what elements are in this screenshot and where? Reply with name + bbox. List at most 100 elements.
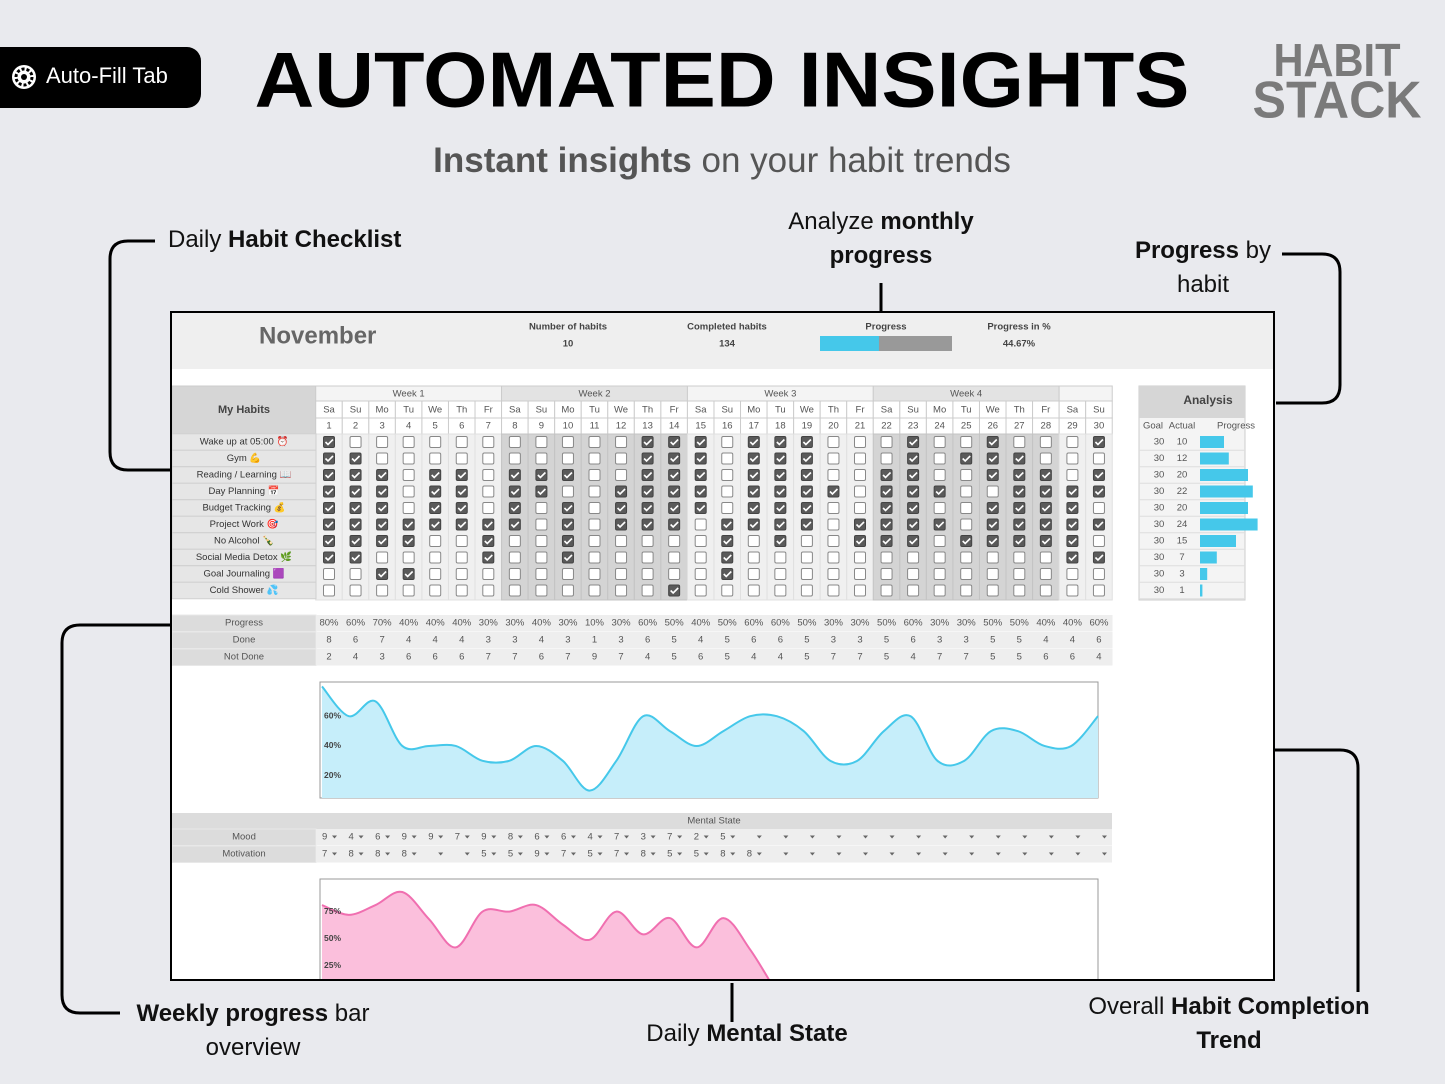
checkbox	[774, 535, 787, 547]
summary-value: 40%	[691, 618, 711, 629]
checkbox	[907, 469, 920, 481]
mental-value: 2	[694, 832, 699, 843]
checkmark	[324, 488, 334, 496]
dropdown-arrow	[969, 835, 975, 839]
summary-value: 50%	[665, 618, 685, 629]
checkbox	[508, 584, 521, 597]
summary-value: 7	[857, 652, 862, 663]
checkbox	[402, 469, 415, 481]
stat-value: 10	[563, 339, 574, 350]
checkbox	[1013, 551, 1026, 564]
checkmark	[882, 504, 892, 512]
checkmark	[563, 521, 573, 529]
date: 28	[1041, 421, 1052, 432]
checkmark	[749, 471, 759, 479]
checkbox	[1039, 518, 1052, 531]
dropdown-arrow	[1075, 835, 1081, 839]
checkbox	[482, 436, 495, 448]
checkbox	[349, 469, 362, 481]
summary-value: 7	[618, 652, 623, 663]
checkmark	[776, 488, 785, 496]
checkbox	[880, 436, 893, 448]
checkmark	[670, 455, 679, 463]
checkbox	[933, 485, 946, 498]
checkmark	[484, 537, 493, 545]
checkbox	[880, 502, 893, 514]
checkmark	[882, 537, 892, 545]
dropdown-arrow	[809, 852, 815, 856]
date: 26	[987, 421, 998, 432]
checkbox	[747, 551, 760, 564]
checkbox	[986, 469, 999, 481]
checkbox	[1092, 568, 1105, 580]
summary-value: 4	[1070, 635, 1075, 646]
checkbox	[774, 469, 787, 481]
checkbox	[668, 584, 681, 597]
checkbox	[402, 485, 415, 498]
checkbox	[535, 568, 548, 580]
mental-value: 5	[667, 849, 672, 860]
date: 12	[616, 421, 627, 432]
checkbox	[986, 584, 999, 597]
checkbox	[588, 518, 601, 531]
habit-name: Goal Journaling 🟪	[203, 568, 284, 580]
checkmark	[723, 554, 732, 562]
checkmark	[324, 455, 334, 463]
summary-value: 6	[433, 652, 438, 663]
mental-value: 6	[375, 832, 380, 843]
day-name: Sa	[1067, 405, 1079, 416]
mental-value: 6	[561, 832, 566, 843]
checkbox	[376, 551, 389, 564]
checkbox	[774, 551, 787, 564]
checkmark	[855, 521, 865, 529]
dropdown-arrow	[624, 852, 630, 856]
summary-label: Not Done	[224, 652, 264, 663]
checkbox	[747, 518, 760, 531]
checkbox	[986, 485, 999, 498]
checkbox	[535, 518, 548, 531]
checkbox	[429, 452, 442, 465]
checkbox	[482, 469, 495, 481]
dropdown-arrow	[491, 852, 497, 856]
stat-label: Completed habits	[687, 322, 767, 333]
checkbox	[349, 502, 362, 514]
checkbox	[402, 518, 415, 531]
dropdown-arrow	[677, 835, 683, 839]
checkbox	[588, 436, 601, 448]
checkmark	[563, 537, 573, 545]
checkbox	[933, 568, 946, 580]
checkbox	[694, 584, 707, 597]
actual: 7	[1179, 552, 1184, 563]
checkbox	[561, 436, 574, 448]
dropdown-arrow	[1048, 835, 1054, 839]
day-name: Fr	[856, 405, 865, 416]
dropdown-arrow	[677, 852, 683, 856]
checkbox	[376, 502, 389, 514]
date: 9	[539, 421, 544, 432]
checkbox	[535, 485, 548, 498]
checkbox	[986, 502, 999, 514]
checkbox	[349, 568, 362, 580]
checkbox	[827, 584, 840, 597]
title: AUTOMATED INSIGHTS	[255, 36, 1190, 124]
checkbox	[402, 535, 415, 547]
checkbox	[429, 535, 442, 547]
summary-value: 40%	[1063, 618, 1083, 629]
summary-value: 8	[326, 635, 331, 646]
habit-name: No Alcohol 🍾	[214, 535, 274, 547]
date: 25	[961, 421, 972, 432]
checkbox	[880, 584, 893, 597]
callout: habit	[1177, 271, 1229, 298]
habit-progress-bar	[1200, 518, 1258, 531]
checkbox	[668, 502, 681, 514]
gear-teeth	[14, 67, 34, 87]
checkbox	[1039, 551, 1052, 564]
checkbox	[482, 452, 495, 465]
checkmark	[1094, 521, 1104, 529]
checkbox	[774, 584, 787, 597]
checkmark	[324, 537, 334, 545]
checkbox	[800, 568, 813, 580]
summary-value: 50%	[797, 618, 817, 629]
habit-progress-bar	[1200, 535, 1236, 547]
dropdown-arrow	[756, 835, 762, 839]
